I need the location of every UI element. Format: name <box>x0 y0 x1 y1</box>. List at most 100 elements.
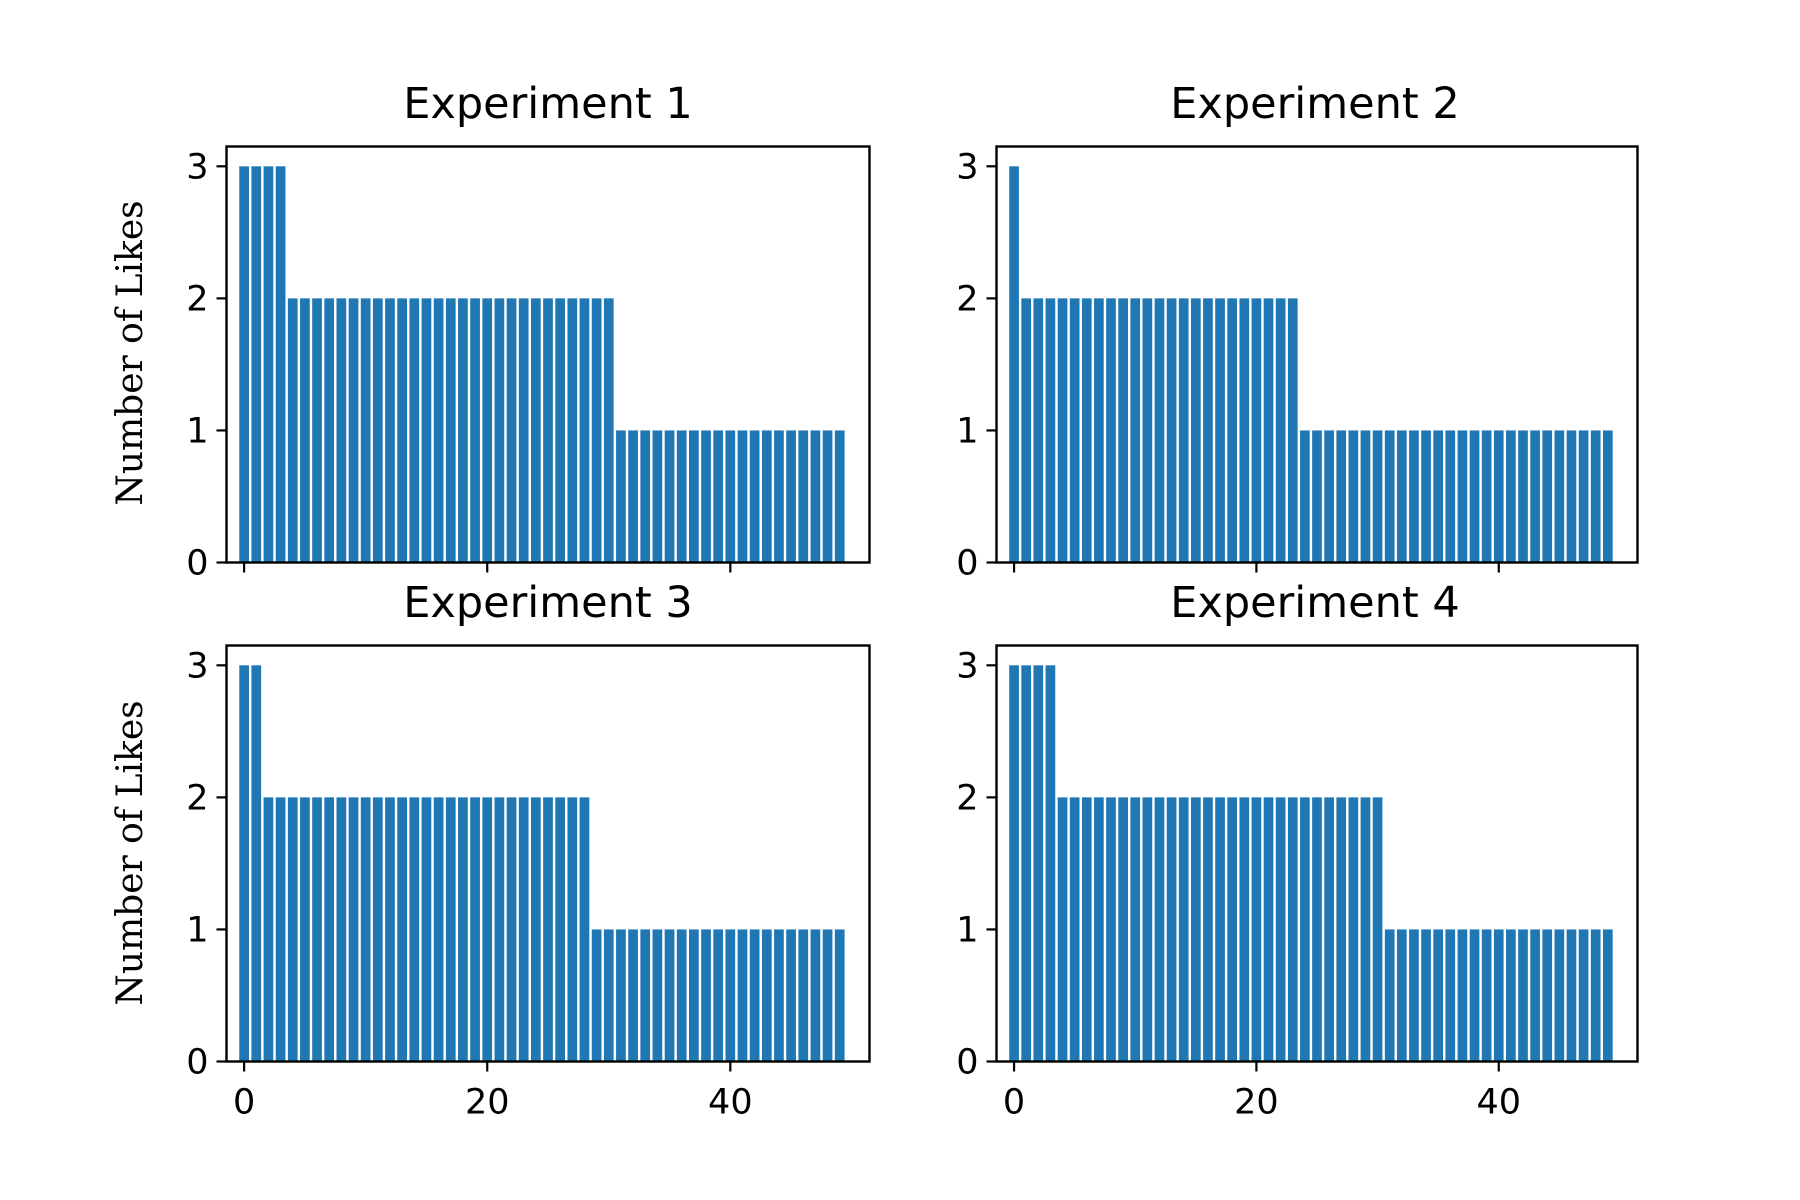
bar <box>1457 929 1468 1062</box>
bar <box>1506 430 1516 563</box>
bar <box>628 430 638 563</box>
bar <box>1057 298 1068 563</box>
bar <box>348 797 359 1062</box>
bar <box>1348 430 1359 563</box>
bar <box>1203 797 1213 1062</box>
bar <box>1300 430 1310 563</box>
bar <box>1457 430 1468 563</box>
bar <box>810 430 821 563</box>
bar <box>1287 797 1298 1062</box>
bar <box>1578 430 1589 563</box>
bar <box>1360 430 1371 563</box>
bar <box>275 166 286 563</box>
bar <box>1445 929 1456 1062</box>
bar <box>1215 797 1225 1062</box>
bar <box>1554 929 1565 1062</box>
bar <box>1542 929 1553 1062</box>
bar <box>1130 298 1141 563</box>
bar <box>543 298 553 563</box>
plot-frame <box>995 644 1639 1063</box>
bar <box>579 797 590 1062</box>
bar <box>409 298 420 563</box>
bar <box>1239 298 1250 563</box>
bar <box>567 298 578 563</box>
bar <box>506 797 517 1062</box>
bar <box>1287 298 1298 563</box>
bar <box>1324 430 1334 563</box>
bar <box>312 797 322 1062</box>
bar <box>591 298 602 563</box>
bar <box>336 797 347 1062</box>
bar <box>1360 797 1371 1062</box>
bar <box>1094 797 1104 1062</box>
bar <box>834 430 845 563</box>
bar <box>518 797 529 1062</box>
y-tick-label: 2 <box>186 778 208 818</box>
bar <box>1384 929 1395 1062</box>
bar <box>312 298 322 563</box>
bar <box>737 929 748 1062</box>
bar <box>689 929 699 1062</box>
bar <box>749 929 760 1062</box>
bar <box>263 166 274 563</box>
bar-group <box>1009 166 1613 563</box>
bar <box>822 929 833 1062</box>
y-tick-label: 1 <box>186 910 208 950</box>
bar <box>786 430 796 563</box>
bar <box>385 797 395 1062</box>
bar <box>1190 298 1201 563</box>
bar <box>1263 797 1274 1062</box>
bar <box>1433 430 1444 563</box>
tick-group: 0 1 2 3 <box>186 147 732 584</box>
y-tick-label: 0 <box>956 1043 978 1083</box>
bar <box>1275 797 1286 1062</box>
subplot-experiment-4: Experiment 4 0 1 2 3 0 20 40 <box>956 578 1639 1123</box>
y-axis-label: Number of Likes <box>110 200 151 505</box>
bar <box>1590 929 1601 1062</box>
subplot-experiment-2: Experiment 2 0 1 2 3 <box>956 79 1639 584</box>
bar <box>1021 298 1032 563</box>
bar <box>1396 430 1407 563</box>
bar <box>1045 665 1056 1062</box>
bar <box>567 797 578 1062</box>
bar <box>616 430 626 563</box>
bar <box>1118 797 1128 1062</box>
bar <box>1190 797 1201 1062</box>
subplot-title: Experiment 3 <box>403 578 692 628</box>
bar <box>1445 430 1456 563</box>
bar <box>1336 430 1347 563</box>
bar <box>1069 797 1080 1062</box>
y-tick-label: 3 <box>186 646 208 686</box>
y-tick-label: 0 <box>186 1043 208 1083</box>
bar-group <box>239 166 845 563</box>
bar <box>287 298 298 563</box>
bar <box>1336 797 1347 1062</box>
bar <box>421 797 432 1062</box>
y-tick-label: 0 <box>956 544 978 584</box>
bar <box>1142 298 1153 563</box>
bar <box>494 298 505 563</box>
bar <box>360 797 371 1062</box>
bar <box>725 929 736 1062</box>
bar <box>1227 797 1238 1062</box>
bar <box>506 298 517 563</box>
bar <box>1106 797 1116 1062</box>
bar <box>652 430 663 563</box>
y-tick-label: 3 <box>956 147 978 187</box>
bar <box>251 166 262 563</box>
bar <box>1372 430 1383 563</box>
bar <box>1542 430 1553 563</box>
bar <box>1251 797 1262 1062</box>
bar <box>445 797 456 1062</box>
bar <box>640 430 651 563</box>
bar <box>1154 797 1165 1062</box>
subplot-experiment-3: Experiment 3 Number of Likes 0 1 2 3 0 20 40 <box>110 578 871 1123</box>
bar <box>579 298 590 563</box>
bar <box>1602 929 1613 1062</box>
bar <box>1348 797 1359 1062</box>
bar <box>701 430 711 563</box>
bar <box>324 298 335 563</box>
bar <box>482 298 493 563</box>
bar <box>1033 665 1044 1062</box>
bar <box>1409 929 1419 1062</box>
